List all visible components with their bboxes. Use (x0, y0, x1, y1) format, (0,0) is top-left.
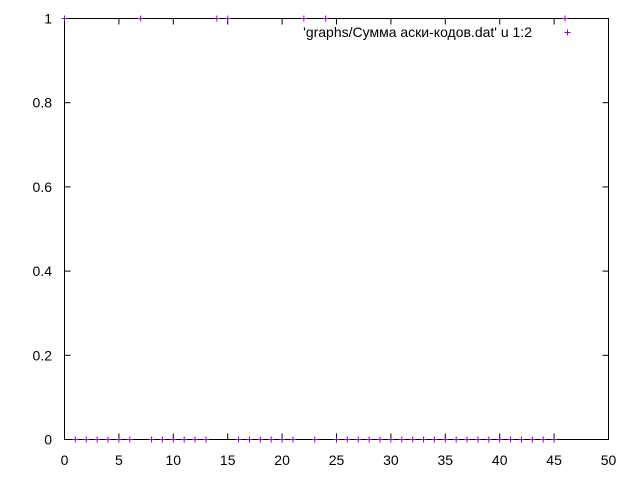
data-point (431, 436, 438, 443)
x-tick-label: 25 (329, 452, 345, 468)
data-point (235, 436, 242, 443)
data-point (474, 436, 481, 443)
data-point (387, 436, 394, 443)
data-point (159, 436, 166, 443)
x-tick-label: 50 (601, 452, 617, 468)
data-point (289, 436, 296, 443)
x-axis-ticks: 0 5 10 15 20 25 30 35 40 45 50 (61, 18, 617, 468)
data-point (257, 436, 264, 443)
data-point (170, 436, 177, 443)
x-tick-label: 0 (61, 452, 69, 468)
data-point (94, 436, 101, 443)
data-point (507, 436, 514, 443)
x-tick-label: 15 (220, 452, 236, 468)
legend-marker (564, 29, 571, 36)
data-point (453, 436, 460, 443)
data-point (311, 436, 318, 443)
x-tick-label: 10 (166, 452, 182, 468)
x-tick-label: 30 (383, 452, 399, 468)
data-point (485, 436, 492, 443)
data-point (518, 436, 525, 443)
data-point (279, 436, 286, 443)
data-point (105, 436, 112, 443)
legend-label: 'graphs/Сумма аски-кодов.dat' u 1:2 (303, 24, 532, 40)
data-point (344, 436, 351, 443)
y-tick-label: 0.2 (33, 347, 53, 363)
data-point (213, 15, 220, 22)
data-point (333, 436, 340, 443)
data-point (398, 436, 405, 443)
data-point (202, 436, 209, 443)
y-tick-label: 1 (44, 11, 52, 27)
data-point (366, 436, 373, 443)
x-tick-label: 35 (438, 452, 454, 468)
data-point (61, 15, 68, 22)
y-tick-label: 0.6 (33, 179, 53, 195)
data-point (496, 436, 503, 443)
x-tick-label: 40 (492, 452, 508, 468)
plot-border (64, 18, 609, 440)
data-point (300, 15, 307, 22)
x-tick-label: 5 (115, 452, 123, 468)
y-tick-label: 0.8 (33, 95, 53, 111)
data-point (322, 15, 329, 22)
data-point (561, 15, 568, 22)
data-point (540, 436, 547, 443)
data-point (442, 436, 449, 443)
data-point (192, 436, 199, 443)
data-point (137, 15, 144, 22)
data-point (148, 436, 155, 443)
data-point (355, 436, 362, 443)
data-point (72, 436, 79, 443)
data-point (268, 436, 275, 443)
data-point (551, 436, 558, 443)
data-points (61, 15, 568, 443)
data-point (181, 436, 188, 443)
y-tick-label: 0 (44, 432, 52, 448)
x-tick-label: 45 (546, 452, 562, 468)
data-point (377, 436, 384, 443)
data-point (115, 436, 122, 443)
legend-marker-symbol (564, 29, 571, 36)
data-point (409, 436, 416, 443)
data-point (529, 436, 536, 443)
x-tick-label: 20 (274, 452, 290, 468)
legend: 'graphs/Сумма аски-кодов.dat' u 1:2 (303, 24, 571, 40)
y-axis-ticks: 0 0.2 0.4 0.6 0.8 1 (33, 11, 609, 448)
data-point (83, 436, 90, 443)
data-point (420, 436, 427, 443)
data-point (246, 436, 253, 443)
y-tick-label: 0.4 (33, 263, 53, 279)
data-point (224, 15, 231, 22)
data-point (126, 436, 133, 443)
data-point (464, 436, 471, 443)
